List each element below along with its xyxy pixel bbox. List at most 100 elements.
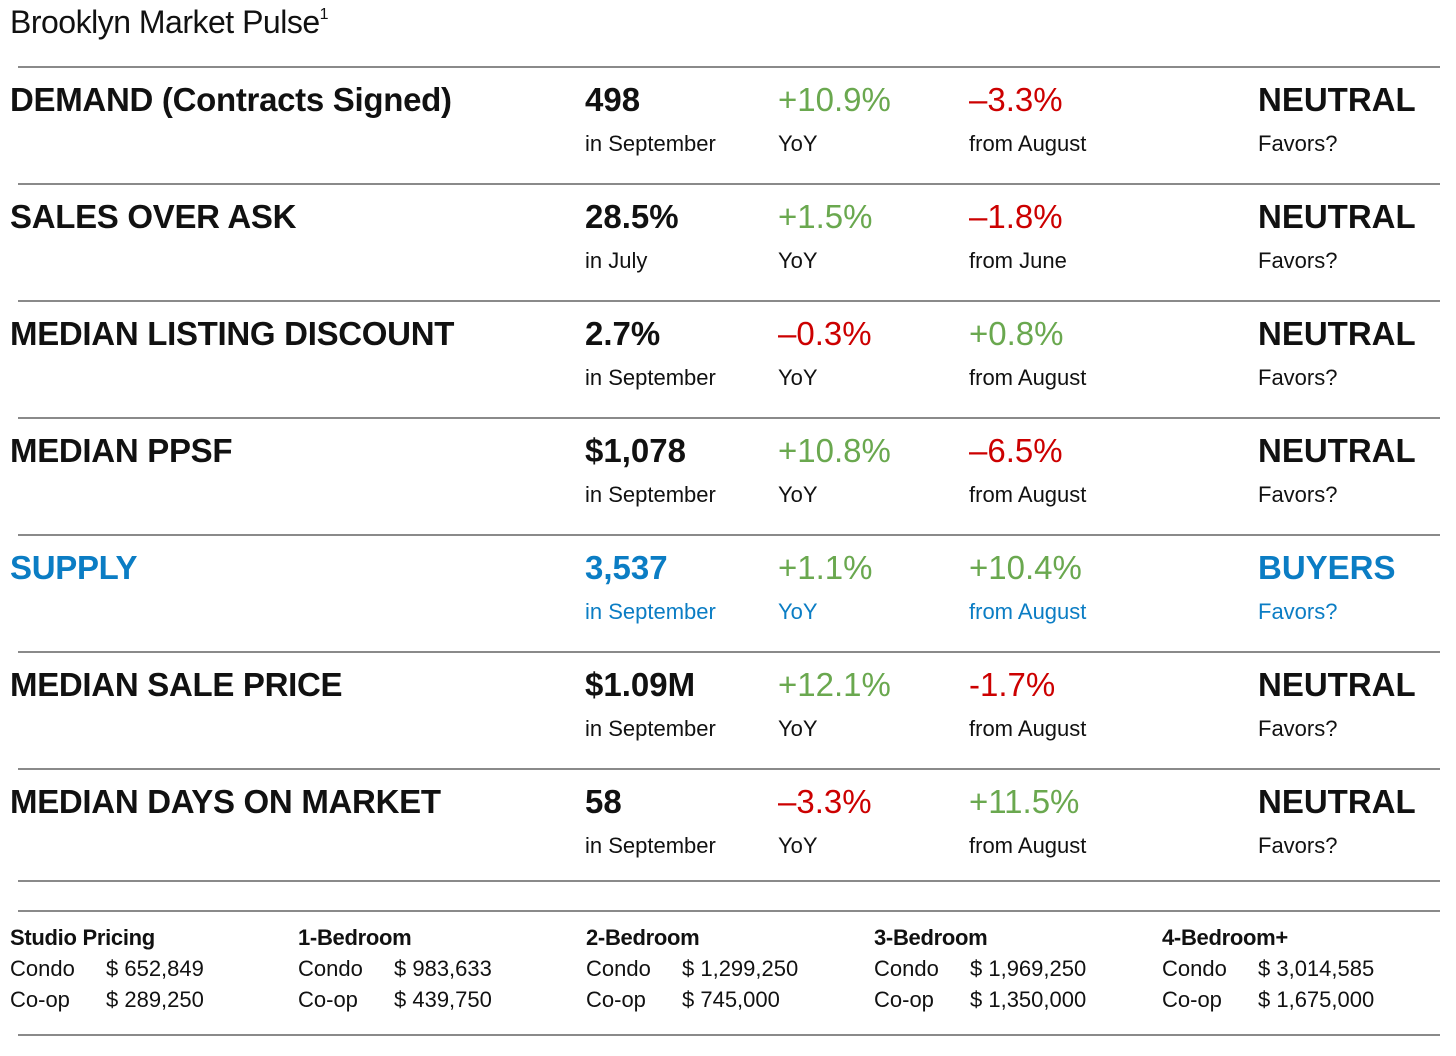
favors-label: Favors? — [1258, 599, 1338, 624]
yoy-change: –0.3% — [778, 315, 872, 352]
metric-value: 498 — [585, 81, 641, 118]
period-change: +11.5% — [969, 783, 1080, 820]
metric-row: SALES OVER ASK 28.5% in July +1.5% YoY –1.8% f… — [10, 183, 1440, 300]
metrics-table: DEMAND (Contracts Signed) 498 in September… — [0, 66, 1456, 885]
metric-label: MEDIAN SALE PRICE — [10, 666, 343, 703]
yoy-change: +12.1% — [778, 666, 891, 703]
coop-row: Co-op $ 289,250 — [10, 984, 204, 1015]
yoy-change: +10.8% — [778, 432, 891, 469]
pricing-column: 2-Bedroom Condo $ 1,299,250 Co-op $ 745,00… — [586, 922, 798, 1015]
metric-value: $1.09M — [585, 666, 696, 703]
metric-period: in September — [585, 599, 716, 624]
pricing-heading: Studio Pricing — [10, 925, 155, 950]
condo-row: Condo $ 3,014,585 — [1162, 953, 1374, 984]
period-change: -1.7% — [969, 666, 1056, 703]
metric-value: 3,537 — [585, 549, 668, 586]
title-text: Brooklyn Market Pulse — [10, 4, 320, 40]
pricing-heading: 3-Bedroom — [874, 925, 988, 950]
metric-row: MEDIAN SALE PRICE $1.09M in September +12.1… — [10, 651, 1440, 768]
favors-value: NEUTRAL — [1258, 666, 1416, 703]
coop-row: Co-op $ 1,350,000 — [874, 984, 1086, 1015]
yoy-change: +1.5% — [778, 198, 873, 235]
favors-label: Favors? — [1258, 365, 1338, 390]
favors-label: Favors? — [1258, 482, 1338, 507]
coop-row: Co-op $ 1,675,000 — [1162, 984, 1374, 1015]
period-change: –3.3% — [969, 81, 1063, 118]
condo-label: Condo — [874, 956, 939, 981]
metric-label: MEDIAN LISTING DISCOUNT — [10, 315, 455, 352]
pricing-column: 3-Bedroom Condo $ 1,969,250 Co-op $ 1,350,… — [874, 922, 1086, 1015]
condo-price: $ 3,014,585 — [1258, 956, 1375, 981]
period-change-label: from June — [969, 248, 1067, 273]
yoy-label: YoY — [778, 365, 818, 390]
condo-row: Condo $ 1,969,250 — [874, 953, 1086, 984]
yoy-label: YoY — [778, 599, 818, 624]
period-change: +10.4% — [969, 549, 1082, 586]
period-change-label: from August — [969, 716, 1087, 741]
metric-period: in September — [585, 716, 716, 741]
metric-value: 28.5% — [585, 198, 679, 235]
period-change-label: from August — [969, 599, 1087, 624]
condo-price: $ 1,969,250 — [970, 956, 1087, 981]
metric-label: DEMAND (Contracts Signed) — [10, 81, 452, 118]
period-change-label: from August — [969, 482, 1087, 507]
favors-label: Favors? — [1258, 248, 1338, 273]
yoy-change: +10.9% — [778, 81, 891, 118]
condo-row: Condo $ 983,633 — [298, 953, 492, 984]
coop-price: $ 1,675,000 — [1258, 987, 1375, 1012]
favors-value: NEUTRAL — [1258, 432, 1416, 469]
metric-label: SALES OVER ASK — [10, 198, 297, 235]
period-change-label: from August — [969, 833, 1087, 858]
metric-row: MEDIAN LISTING DISCOUNT 2.7% in September –… — [10, 300, 1440, 417]
favors-value: NEUTRAL — [1258, 198, 1416, 235]
metric-period: in September — [585, 365, 716, 390]
pricing-column: Studio Pricing Condo $ 652,849 Co-op $ 289… — [10, 922, 204, 1015]
favors-label: Favors? — [1258, 131, 1338, 156]
favors-label: Favors? — [1258, 716, 1338, 741]
condo-label: Condo — [1162, 956, 1227, 981]
condo-label: Condo — [586, 956, 651, 981]
period-change: +0.8% — [969, 315, 1064, 352]
metric-period: in September — [585, 131, 716, 156]
metric-label: MEDIAN PPSF — [10, 432, 233, 469]
metric-period: in July — [585, 248, 648, 273]
period-change: –6.5% — [969, 432, 1063, 469]
divider — [18, 910, 1440, 912]
coop-price: $ 745,000 — [682, 987, 780, 1012]
condo-price: $ 983,633 — [394, 956, 492, 981]
coop-row: Co-op $ 439,750 — [298, 984, 492, 1015]
favors-label: Favors? — [1258, 833, 1338, 858]
condo-price: $ 1,299,250 — [682, 956, 799, 981]
coop-price: $ 439,750 — [394, 987, 492, 1012]
coop-label: Co-op — [298, 987, 358, 1012]
condo-label: Condo — [10, 956, 75, 981]
metric-label: SUPPLY — [10, 549, 138, 586]
divider — [18, 1034, 1440, 1036]
yoy-label: YoY — [778, 482, 818, 507]
yoy-change: +1.1% — [778, 549, 873, 586]
condo-price: $ 652,849 — [106, 956, 204, 981]
coop-label: Co-op — [586, 987, 646, 1012]
favors-value: NEUTRAL — [1258, 315, 1416, 352]
pricing-column: 4-Bedroom+ Condo $ 3,014,585 Co-op $ 1,675… — [1162, 922, 1374, 1015]
metric-period: in September — [585, 482, 716, 507]
pricing-heading: 4-Bedroom+ — [1162, 925, 1288, 950]
yoy-label: YoY — [778, 833, 818, 858]
period-change-label: from August — [969, 365, 1087, 390]
yoy-change: –3.3% — [778, 783, 872, 820]
metric-row: MEDIAN DAYS ON MARKET 58 in September –3.3%… — [10, 768, 1440, 885]
period-change-label: from August — [969, 131, 1087, 156]
pricing-column: 1-Bedroom Condo $ 983,633 Co-op $ 439,750 — [298, 922, 492, 1015]
pricing-heading: 1-Bedroom — [298, 925, 412, 950]
metric-period: in September — [585, 833, 716, 858]
metric-value: $1,078 — [585, 432, 686, 469]
divider — [18, 880, 1440, 882]
metric-row: DEMAND (Contracts Signed) 498 in September… — [10, 66, 1440, 183]
title-footnote: 1 — [319, 6, 329, 23]
condo-label: Condo — [298, 956, 363, 981]
coop-label: Co-op — [1162, 987, 1222, 1012]
coop-price: $ 289,250 — [106, 987, 204, 1012]
yoy-label: YoY — [778, 131, 818, 156]
favors-value: NEUTRAL — [1258, 783, 1416, 820]
coop-row: Co-op $ 745,000 — [586, 984, 798, 1015]
